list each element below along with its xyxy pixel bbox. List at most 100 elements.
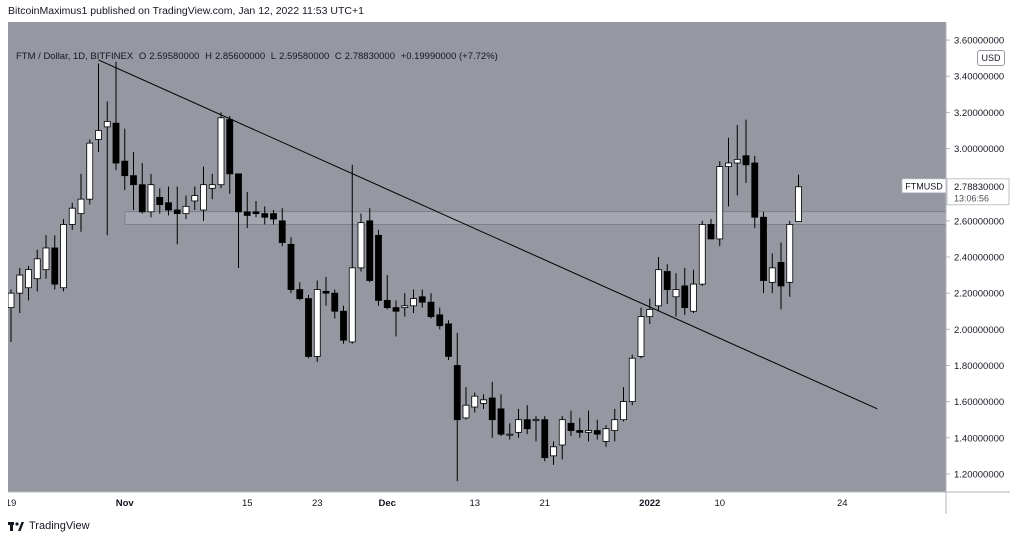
bearish-candle <box>121 160 129 177</box>
bullish-candle <box>217 117 225 186</box>
bearish-candle <box>418 296 426 303</box>
y-tick-label: 1.40000000 <box>954 433 1004 444</box>
low-key: L <box>270 51 277 62</box>
y-tick-label: 2.60000000 <box>954 216 1004 227</box>
bearish-candle <box>392 307 400 312</box>
bearish-candle <box>541 419 549 459</box>
plot-background <box>8 22 946 492</box>
bullish-candle <box>585 430 592 433</box>
bearish-candle <box>427 301 435 318</box>
x-tick-label: 13 <box>469 498 480 509</box>
bearish-candle <box>681 285 689 309</box>
bullish-candle <box>103 121 111 128</box>
bearish-candle <box>138 184 146 213</box>
countdown-label: 13:06:56 <box>954 193 989 203</box>
bearish-candle <box>156 196 164 205</box>
y-tick-label: 3.00000000 <box>954 144 1004 155</box>
bullish-candle <box>410 298 417 307</box>
last-price-box <box>946 178 1010 206</box>
bullish-candle <box>200 184 207 211</box>
tradingview-logo-icon <box>8 521 24 531</box>
chart-panel[interactable]: 1.20000000 1.40000000 1.60000000 1.80000000… <box>8 22 1010 514</box>
bearish-candle <box>226 119 234 175</box>
y-tick-label: 1.60000000 <box>954 397 1004 408</box>
bullish-candle <box>602 428 610 442</box>
bullish-candle <box>611 419 619 431</box>
symbol-tag: FTMUSD <box>905 181 943 191</box>
bullish-candle <box>672 289 680 298</box>
bullish-candle <box>147 184 155 213</box>
bearish-candle <box>453 365 461 421</box>
ohlc-legend: FTM / Dollar, 1D, BITFINEX O 2.59580000 H… <box>16 51 501 62</box>
close-value: 2.78830000 <box>344 51 395 62</box>
bullish-candle <box>357 222 365 269</box>
bearish-candle <box>751 162 759 218</box>
bullish-candle <box>95 130 102 140</box>
bearish-candle <box>173 209 181 215</box>
y-tick-label: 2.20000000 <box>954 289 1004 300</box>
bullish-candle <box>646 309 654 318</box>
x-tick-label: 2022 <box>639 498 660 509</box>
bullish-candle <box>480 399 487 404</box>
bearish-candle <box>593 430 601 435</box>
y-tick-label: 3.40000000 <box>954 72 1004 83</box>
y-tick-label: 2.40000000 <box>954 253 1004 264</box>
high-value: 2.85600000 <box>214 51 266 62</box>
bearish-candle <box>488 397 496 421</box>
bearish-candle <box>523 419 531 430</box>
bullish-candle <box>637 316 645 357</box>
bearish-candle <box>51 247 59 285</box>
bearish-candle <box>567 422 575 431</box>
bullish-candle <box>462 404 470 419</box>
y-tick-label: 1.20000000 <box>954 469 1004 480</box>
bearish-candle <box>261 213 269 218</box>
bullish-candle <box>733 158 741 164</box>
change-value: +0.19990000 (+7.72%) <box>400 51 498 62</box>
bullish-candle <box>33 258 41 280</box>
bearish-candle <box>707 224 715 240</box>
bullish-candle <box>42 247 50 271</box>
bearish-candle <box>278 220 286 243</box>
bearish-candle <box>112 122 120 164</box>
bearish-candle <box>445 323 452 357</box>
tradingview-footer[interactable]: TradingView <box>8 520 90 532</box>
symbol-tag-box <box>901 178 947 194</box>
close-key: C <box>334 51 342 62</box>
bearish-candle <box>322 290 330 294</box>
bullish-candle <box>515 419 522 433</box>
bullish-candle <box>690 283 697 312</box>
bearish-candle <box>130 175 137 186</box>
bullish-candle <box>628 357 636 403</box>
bearish-candle <box>340 310 347 341</box>
x-tick-label: 21 <box>539 498 550 509</box>
bullish-candle <box>471 395 479 408</box>
bullish-candle <box>25 269 32 289</box>
candlestick-chart[interactable]: 1.20000000 1.40000000 1.60000000 1.80000000… <box>8 22 1010 514</box>
bearish-candle <box>663 271 671 290</box>
currency-button[interactable]: USD <box>977 50 1005 66</box>
x-tick-label: 23 <box>312 498 323 509</box>
descending-trendline <box>98 59 878 410</box>
bullish-candle <box>86 142 94 200</box>
bearish-candle <box>436 314 444 327</box>
y-tick-label: 2.00000000 <box>954 325 1004 336</box>
bullish-candle <box>60 224 67 289</box>
bullish-candle <box>506 433 514 436</box>
bullish-candle <box>795 186 802 223</box>
bullish-candle <box>620 401 627 421</box>
x-tick-label: Nov <box>116 498 135 509</box>
bullish-candle <box>182 205 190 215</box>
symbol-label[interactable]: FTM / Dollar, 1D, BITFINEX <box>16 51 134 62</box>
y-tick-label: 3.20000000 <box>954 108 1004 119</box>
bullish-candle <box>8 292 15 309</box>
x-tick-label: 24 <box>837 498 848 509</box>
bullish-candle <box>655 269 662 307</box>
bearish-candle <box>296 289 304 299</box>
bearish-candle <box>742 155 750 166</box>
bearish-candle <box>331 292 339 312</box>
bullish-candle <box>725 162 732 168</box>
tradingview-brand: TradingView <box>29 520 90 532</box>
bullish-candle <box>401 305 409 309</box>
bullish-candle <box>698 224 706 285</box>
x-tick-label: 15 <box>242 498 253 509</box>
